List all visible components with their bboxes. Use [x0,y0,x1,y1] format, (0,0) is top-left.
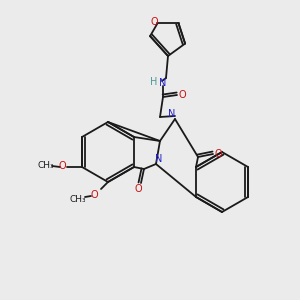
Text: O: O [151,17,158,27]
Text: O: O [214,149,222,159]
Text: O: O [134,184,142,194]
Text: N: N [168,109,176,119]
Text: N: N [155,154,163,164]
Text: O: O [178,90,186,100]
Text: O: O [90,190,98,200]
Text: CH₃: CH₃ [70,194,86,203]
Text: N: N [159,78,167,88]
Text: CH₃: CH₃ [38,161,54,170]
Text: O: O [58,161,66,171]
Text: H: H [150,77,158,87]
